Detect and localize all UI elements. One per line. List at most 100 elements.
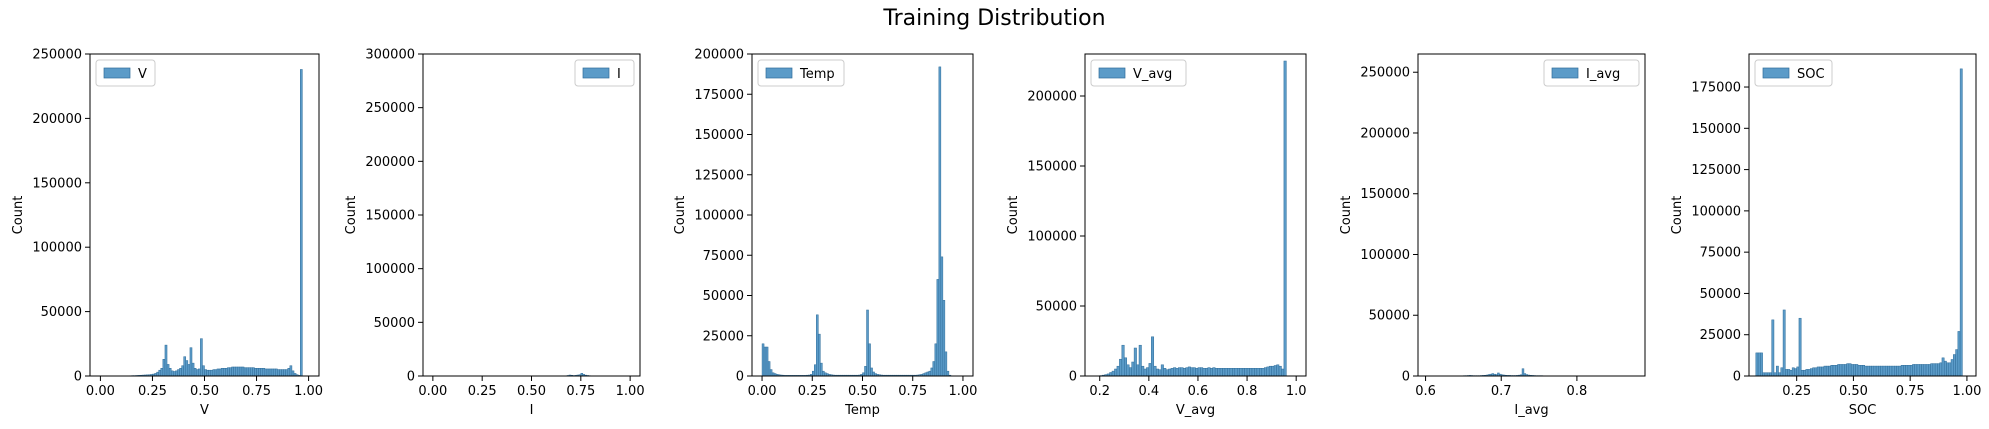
histogram-bar xyxy=(1111,370,1115,377)
histogram-bar xyxy=(1810,368,1813,377)
histogram-bar xyxy=(208,369,211,377)
histogram-bar xyxy=(262,368,266,377)
histogram-bar xyxy=(868,343,871,377)
histogram-bar xyxy=(1251,368,1255,377)
histogram-bar xyxy=(1133,347,1137,377)
histogram-bar xyxy=(1126,364,1130,377)
histogram-bar xyxy=(1830,365,1834,377)
histogram-bar xyxy=(252,367,255,377)
histogram-bar xyxy=(222,368,226,377)
histogram-bar xyxy=(1141,365,1145,377)
histogram-bar xyxy=(1143,368,1147,377)
histogram-bar xyxy=(239,366,243,377)
histogram-bar xyxy=(272,368,276,377)
histogram-bar xyxy=(1855,364,1859,377)
legend-label: SOC xyxy=(1797,67,1825,82)
histogram-bar xyxy=(1775,365,1779,377)
histogram-bar xyxy=(1909,365,1913,377)
y-tick-label: 75000 xyxy=(1700,246,1741,261)
plot-frame xyxy=(1417,53,1646,377)
plot-frame xyxy=(1748,53,1977,377)
histogram-bar xyxy=(870,367,873,377)
histogram-bar xyxy=(928,370,932,377)
histogram-bar xyxy=(1175,368,1179,377)
histogram-bar xyxy=(179,368,182,377)
y-tick-label: 100000 xyxy=(32,241,82,256)
histogram-bar xyxy=(1857,365,1861,377)
histogram-bar xyxy=(1807,369,1811,377)
x-tick-label: 0.6 xyxy=(1188,384,1209,399)
histogram-bar xyxy=(1814,367,1818,377)
subplot-v-avg: 0.2 0.4 0.6 0.8 1.0 0 50000 100000 150000 200000 V… xyxy=(1006,53,1307,418)
x-tick-label: 1.00 xyxy=(616,384,645,399)
y-tick-label: 0 xyxy=(74,370,82,385)
histogram-bar xyxy=(1839,364,1843,377)
histogram-bar xyxy=(1916,364,1920,377)
legend: I xyxy=(574,59,635,87)
histogram-bar xyxy=(1180,367,1184,377)
histogram-bar xyxy=(1259,368,1263,377)
histogram-bar xyxy=(1148,363,1152,377)
x-axis-label: V_avg xyxy=(1176,403,1215,418)
histogram-bar xyxy=(1205,368,1209,377)
histogram-bar xyxy=(926,371,930,377)
histogram-bar xyxy=(225,368,228,377)
histogram-bar xyxy=(1837,364,1841,377)
histogram-bar xyxy=(1217,368,1221,377)
histogram-bar xyxy=(170,370,174,377)
histogram-bar xyxy=(1846,363,1850,377)
histogram-bar xyxy=(1207,367,1211,377)
legend: I_avg xyxy=(1543,59,1640,87)
y-tick-label: 0 xyxy=(1402,370,1410,385)
histogram-bar xyxy=(1914,364,1918,377)
histogram-bar xyxy=(1878,365,1881,377)
y-tick-label: 25000 xyxy=(703,329,744,344)
histogram-bar xyxy=(820,362,823,377)
histogram-bar xyxy=(1912,364,1915,377)
histogram-bar xyxy=(1835,365,1838,377)
histogram-bar xyxy=(1825,365,1829,377)
histogram-bar xyxy=(1959,68,1963,377)
histogram-bar xyxy=(1281,368,1285,377)
histogram-bar xyxy=(289,365,293,377)
histogram-bar xyxy=(1828,365,1831,377)
histogram-bar xyxy=(250,367,253,377)
histogram-bar xyxy=(177,369,180,377)
histogram-bar xyxy=(1930,363,1934,377)
histogram-bar xyxy=(202,365,205,377)
histogram-bar xyxy=(1921,364,1925,377)
histogram-bar xyxy=(767,361,771,377)
histogram-bar xyxy=(1268,365,1272,377)
y-tick-label: 25000 xyxy=(1700,328,1741,343)
histogram-bar xyxy=(1119,358,1123,377)
histogram-bar xyxy=(1873,365,1877,377)
legend-box xyxy=(1754,59,1833,87)
x-tick-label: 0.75 xyxy=(566,384,595,399)
histogram-bar xyxy=(1278,365,1282,377)
y-tick-label: 200000 xyxy=(1027,90,1077,105)
y-tick-label: 0 xyxy=(736,370,744,385)
histogram-bar xyxy=(1905,365,1909,377)
histogram-bar xyxy=(1271,365,1275,377)
x-tick-label: 0.25 xyxy=(798,384,827,399)
histogram-bar xyxy=(934,343,938,377)
histogram-bar xyxy=(1146,367,1150,377)
histogram-bar xyxy=(1178,367,1182,377)
histogram-bar xyxy=(268,368,272,377)
y-tick-label: 250000 xyxy=(365,101,415,116)
x-tick-label: 0.75 xyxy=(1896,384,1925,399)
histogram-bar xyxy=(1928,364,1931,377)
plot-frame xyxy=(89,53,320,377)
histogram-bar xyxy=(1214,368,1218,377)
y-tick-label: 0 xyxy=(1733,370,1741,385)
histogram-bar xyxy=(1190,367,1194,377)
histogram-bar xyxy=(1273,365,1277,377)
histogram-bars xyxy=(1440,368,1640,377)
histogram-bar xyxy=(1848,363,1852,377)
histogram-bar xyxy=(1953,354,1956,377)
histogram-bar xyxy=(247,367,251,377)
histogram-bar xyxy=(1261,368,1265,377)
legend-box xyxy=(1543,59,1640,87)
histogram-bar xyxy=(260,368,264,377)
